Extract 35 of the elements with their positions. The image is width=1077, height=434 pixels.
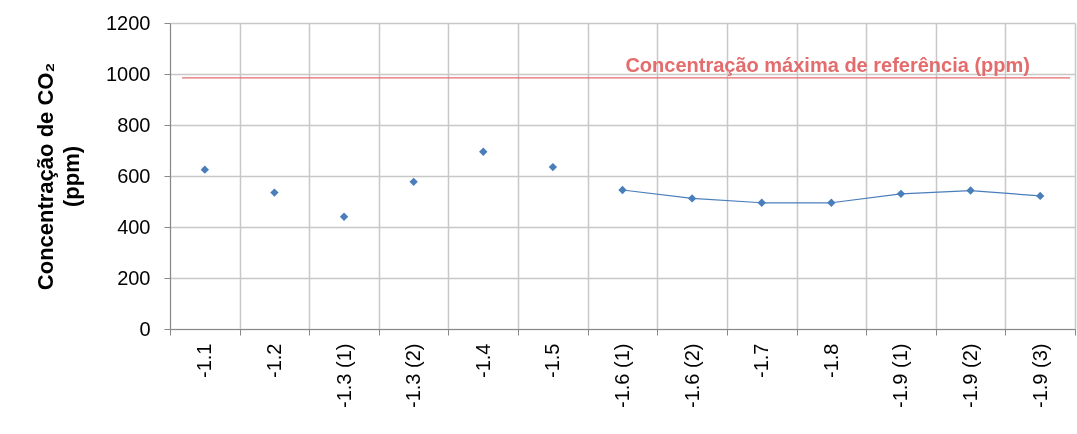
ref-line-label: Concentração máxima de referência (ppm) [625, 53, 1030, 76]
x-tick-label: -1.1 [193, 343, 216, 378]
x-tick-label: -1.3 (1) [332, 343, 355, 408]
y-tick-label: 400 [117, 215, 151, 238]
y-tick-label: 800 [117, 113, 151, 136]
point [409, 177, 418, 187]
x-tick-label: -1.9 (3) [1028, 343, 1051, 408]
y-tick-label: 1000 [106, 62, 151, 85]
point [827, 198, 836, 207]
point [966, 186, 975, 195]
y-axis-title: Concentração de CO₂ (ppm) [33, 62, 85, 291]
point [479, 147, 488, 156]
point [270, 188, 279, 197]
y-tick-label: 200 [117, 266, 151, 289]
point [757, 198, 766, 207]
x-tick-label: -1.9 (1) [889, 343, 912, 408]
x-tick-label: -1.3 (2) [402, 343, 425, 408]
x-tick-label: -1.6 (2) [680, 343, 703, 408]
point [339, 212, 349, 221]
point [548, 162, 558, 172]
x-tick-label: -1.6 (1) [611, 343, 633, 408]
x-tick-label: -1.4 [471, 343, 494, 378]
x-tick-label: -1.9 (2) [959, 343, 982, 408]
x-tick-label: -1.7 [750, 343, 773, 378]
x-tick-label: -1.2 [262, 343, 285, 378]
y-tick-label: 1200 [106, 11, 151, 34]
point [896, 189, 906, 199]
x-tick-label: -1.8 [819, 343, 842, 378]
x-tick-label: -1.5 [541, 343, 564, 378]
y-tick-label: 0 [139, 317, 151, 340]
y-tick-label: 600 [117, 164, 151, 187]
point [618, 185, 627, 195]
point [687, 194, 697, 203]
point [200, 165, 209, 174]
point [1036, 191, 1045, 201]
